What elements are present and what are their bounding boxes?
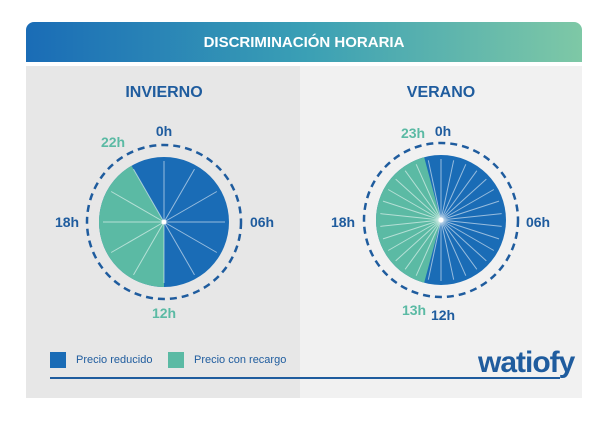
- hour-ray: [440, 170, 478, 221]
- hour-ray: [440, 160, 455, 221]
- hour-ray: [440, 164, 467, 221]
- center-dot: [438, 217, 444, 223]
- center-dot: [161, 219, 167, 225]
- summer-label-12h: 12h: [431, 307, 455, 323]
- hour-ray: [415, 164, 442, 221]
- legend-label: Precio con recargo: [194, 354, 287, 366]
- dashed-ring: [85, 143, 243, 301]
- hour-ray: [440, 213, 502, 221]
- legend-label: Precio reducido: [76, 354, 153, 366]
- summer-label-13h: 13h: [402, 302, 426, 318]
- hour-ray: [133, 168, 165, 223]
- hour-ray: [440, 219, 455, 280]
- hour-ray: [415, 219, 442, 276]
- legend-swatch-blue: [50, 352, 66, 368]
- legend-recargo: Precio con recargo: [168, 352, 286, 368]
- hour-ray: [387, 189, 442, 221]
- surcharge-sector: [376, 157, 441, 283]
- hour-ray: [110, 191, 165, 223]
- legend-swatch-teal: [168, 352, 184, 368]
- hour-ray: [163, 221, 195, 276]
- hour-ray: [163, 168, 195, 223]
- hour-ray: [163, 191, 218, 223]
- winter-label-0h: 0h: [156, 123, 172, 139]
- hour-ray: [427, 219, 442, 280]
- summer-label-23h: 23h: [401, 125, 425, 141]
- hour-ray: [440, 219, 502, 227]
- summer-clock: [362, 141, 520, 299]
- hour-ray: [440, 200, 500, 221]
- summer-title: VERANO: [406, 84, 476, 101]
- hour-ray: [382, 200, 442, 221]
- hour-ray: [440, 219, 467, 276]
- hour-ray: [440, 219, 500, 240]
- hour-ray: [395, 219, 442, 262]
- winter-label-18h: 18h: [55, 214, 79, 230]
- hour-ray: [440, 178, 487, 221]
- hour-ray: [387, 219, 442, 251]
- summer-label-06h: 06h: [526, 214, 550, 230]
- hour-ray: [440, 219, 478, 270]
- title-banner: DISCRIMINACIÓN HORARIA: [26, 22, 582, 62]
- hour-ray: [427, 160, 442, 221]
- winter-label-06h: 06h: [250, 214, 274, 230]
- hour-ray: [163, 221, 218, 253]
- winter-clock: [85, 143, 243, 301]
- hour-ray: [382, 219, 442, 240]
- hour-ray: [110, 221, 165, 253]
- hour-ray: [133, 221, 165, 276]
- legend-reducido: Precio reducido: [50, 352, 152, 368]
- hour-ray: [440, 219, 495, 251]
- winter-title: INVIERNO: [125, 84, 203, 101]
- divider-line: [50, 377, 560, 379]
- watiofy-logo: watiofy: [478, 346, 575, 379]
- summer-label-0h: 0h: [435, 123, 451, 139]
- hour-ray: [440, 189, 495, 221]
- hour-ray: [395, 178, 442, 221]
- winter-label-12h: 12h: [152, 305, 176, 321]
- hour-ray: [380, 213, 442, 221]
- winter-label-22h: 22h: [101, 134, 125, 150]
- dashed-ring: [362, 141, 520, 299]
- surcharge-sector: [98, 165, 164, 287]
- hour-ray: [380, 219, 442, 227]
- hour-ray: [440, 219, 487, 262]
- summer-label-18h: 18h: [331, 214, 355, 230]
- hour-ray: [404, 219, 442, 270]
- hour-ray: [404, 170, 442, 221]
